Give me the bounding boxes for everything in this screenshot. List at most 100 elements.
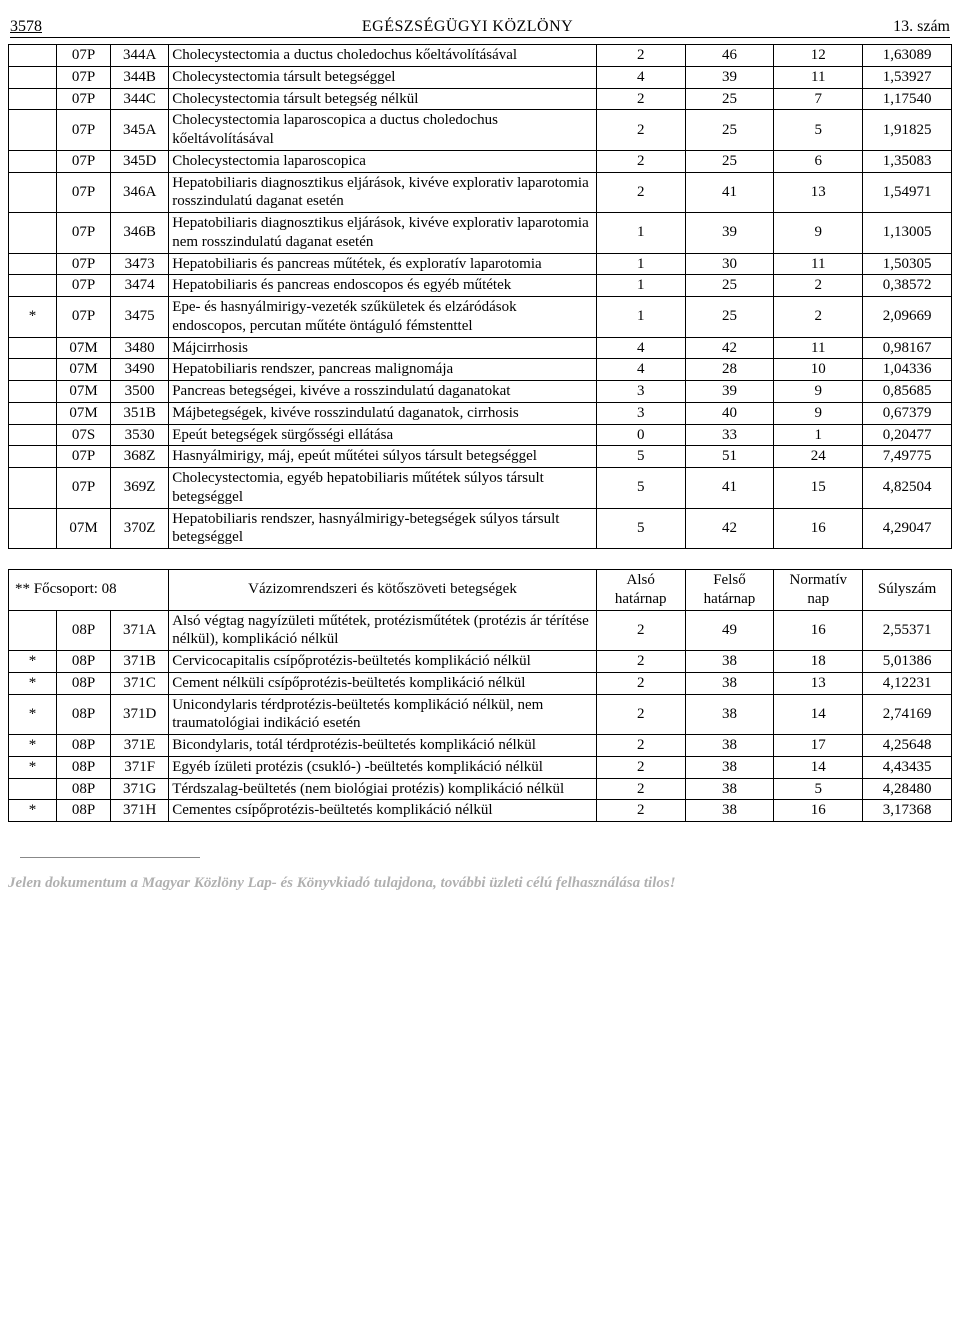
val3-cell: 5 [774,110,863,151]
mark-cell [9,66,57,88]
val3-cell: 9 [774,402,863,424]
desc-cell: Cholecystectomia társult betegség nélkül [169,88,597,110]
footer-note: Jelen dokumentum a Magyar Közlöny Lap- é… [8,875,952,892]
table-row: 07M351BMájbetegségek, kivéve rosszindula… [9,402,952,424]
table-row: 07P3474Hepatobiliaris és pancreas endosc… [9,275,952,297]
val1-cell: 2 [596,651,685,673]
desc-cell: Bicondylaris, totál térdprotézis-beültet… [169,735,597,757]
code-cell: 345A [111,110,169,151]
val4-cell: 4,29047 [863,508,952,549]
table-row: 07P344BCholecystectomia társult betegség… [9,66,952,88]
group-cell: 07M [56,508,110,549]
col-header-norm: Normatív nap [774,570,863,611]
val3-cell: 6 [774,150,863,172]
val3-cell: 7 [774,88,863,110]
page-header: 3578 EGÉSZSÉGÜGYI KÖZLÖNY 13. szám [10,18,950,38]
val3-cell: 13 [774,672,863,694]
desc-cell: Hepatobiliaris diagnosztikus eljárások, … [169,213,597,254]
val2-cell: 51 [685,446,774,468]
group-cell: 07P [56,66,110,88]
val4-cell: 1,35083 [863,150,952,172]
table-row: 08P371AAlsó végtag nagyízületi műtétek, … [9,610,952,651]
group-title: Vázizomrendszeri és kötőszöveti betegség… [169,570,597,611]
val1-cell: 2 [596,172,685,213]
val1-cell: 5 [596,446,685,468]
code-cell: 371H [111,800,169,822]
group-cell: 07M [56,359,110,381]
mark-cell: * [9,651,57,673]
group-header-row: ** Főcsoport: 08 Vázizomrendszeri és köt… [9,570,952,611]
mark-cell: * [9,694,57,735]
val4-cell: 2,74169 [863,694,952,735]
group-cell: 08P [56,800,110,822]
val2-cell: 42 [685,337,774,359]
mark-cell: * [9,756,57,778]
group-cell: 07P [56,45,110,67]
val4-cell: 0,20477 [863,424,952,446]
mark-cell: * [9,297,57,338]
val1-cell: 2 [596,735,685,757]
val4-cell: 1,53927 [863,66,952,88]
mark-cell [9,446,57,468]
val3-cell: 11 [774,253,863,275]
table-row: 07P344CCholecystectomia társult betegség… [9,88,952,110]
val1-cell: 2 [596,756,685,778]
val1-cell: 1 [596,297,685,338]
desc-cell: Cervicocapitalis csípőprotézis-beültetés… [169,651,597,673]
desc-cell: Hepatobiliaris diagnosztikus eljárások, … [169,172,597,213]
table-row: 07P346AHepatobiliaris diagnosztikus eljá… [9,172,952,213]
code-cell: 344B [111,66,169,88]
mark-cell [9,110,57,151]
code-cell: 371D [111,694,169,735]
val1-cell: 2 [596,110,685,151]
val3-cell: 9 [774,381,863,403]
code-cell: 351B [111,402,169,424]
table-row: 07M3480Májcirrhosis442110,98167 [9,337,952,359]
table-row: *08P371HCementes csípőprotézis-beültetés… [9,800,952,822]
val4-cell: 1,50305 [863,253,952,275]
val1-cell: 2 [596,45,685,67]
code-cell: 3500 [111,381,169,403]
code-cell: 370Z [111,508,169,549]
val3-cell: 11 [774,337,863,359]
code-cell: 344C [111,88,169,110]
group-cell: 07P [56,446,110,468]
mark-cell: * [9,800,57,822]
group-cell: 07P [56,172,110,213]
val2-cell: 41 [685,172,774,213]
table-row: 07P345ACholecystectomia laparoscopica a … [9,110,952,151]
desc-cell: Pancreas betegségei, kivéve a rosszindul… [169,381,597,403]
group-cell: 08P [56,610,110,651]
publication-title: EGÉSZSÉGÜGYI KÖZLÖNY [362,18,573,36]
val2-cell: 39 [685,213,774,254]
val2-cell: 25 [685,110,774,151]
mark-cell [9,381,57,403]
group-cell: 07M [56,381,110,403]
val4-cell: 4,12231 [863,672,952,694]
val2-cell: 25 [685,88,774,110]
mark-cell [9,778,57,800]
val3-cell: 5 [774,778,863,800]
mark-cell [9,275,57,297]
mark-cell [9,253,57,275]
table-row: 07P3473Hepatobiliaris és pancreas műtéte… [9,253,952,275]
desc-cell: Alsó végtag nagyízületi műtétek, protézi… [169,610,597,651]
desc-cell: Májcirrhosis [169,337,597,359]
code-cell: 3480 [111,337,169,359]
val4-cell: 2,09669 [863,297,952,338]
table-row: 07P368ZHasnyálmirigy, máj, epeút műtétei… [9,446,952,468]
val4-cell: 0,85685 [863,381,952,403]
val4-cell: 1,17540 [863,88,952,110]
val3-cell: 13 [774,172,863,213]
table-row: *08P371BCervicocapitalis csípőprotézis-b… [9,651,952,673]
val4-cell: 1,13005 [863,213,952,254]
mark-cell: * [9,672,57,694]
val4-cell: 5,01386 [863,651,952,673]
desc-cell: Térdszalag-beültetés (nem biológiai prot… [169,778,597,800]
val1-cell: 4 [596,359,685,381]
code-cell: 369Z [111,468,169,509]
val3-cell: 16 [774,610,863,651]
val3-cell: 10 [774,359,863,381]
val2-cell: 25 [685,150,774,172]
group-cell: 07P [56,150,110,172]
